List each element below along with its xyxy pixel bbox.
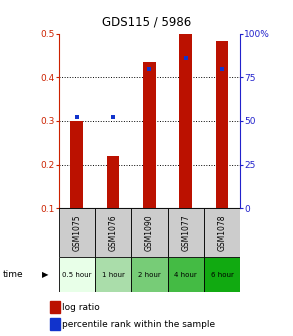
Text: GSM1078: GSM1078 [218, 214, 226, 251]
Text: GSM1077: GSM1077 [181, 214, 190, 251]
Bar [168, 257, 204, 292]
Text: ▶: ▶ [42, 270, 49, 279]
Text: 4 hour: 4 hour [174, 272, 197, 278]
Bar [216, 41, 229, 208]
Bar [95, 257, 131, 292]
Text: GSM1075: GSM1075 [72, 214, 81, 251]
Bar [95, 208, 131, 257]
Bar [131, 208, 168, 257]
Bar [168, 208, 204, 257]
Bar [179, 6, 192, 208]
Text: GSM1090: GSM1090 [145, 214, 154, 251]
Bar [143, 62, 156, 208]
Text: GDS115 / 5986: GDS115 / 5986 [102, 15, 191, 28]
Bar [107, 156, 120, 208]
Bar [204, 208, 240, 257]
Text: 0.5 hour: 0.5 hour [62, 272, 91, 278]
Text: GSM1076: GSM1076 [109, 214, 117, 251]
Text: 6 hour: 6 hour [211, 272, 234, 278]
Bar [70, 121, 83, 208]
Text: 1 hour: 1 hour [102, 272, 125, 278]
Bar [59, 208, 95, 257]
Text: log ratio: log ratio [62, 303, 100, 312]
Bar [204, 257, 240, 292]
Text: time: time [3, 270, 23, 279]
Bar [50, 301, 60, 313]
Bar [131, 257, 168, 292]
Bar [50, 318, 60, 330]
Bar [59, 257, 95, 292]
Text: percentile rank within the sample: percentile rank within the sample [62, 320, 215, 329]
Text: 2 hour: 2 hour [138, 272, 161, 278]
